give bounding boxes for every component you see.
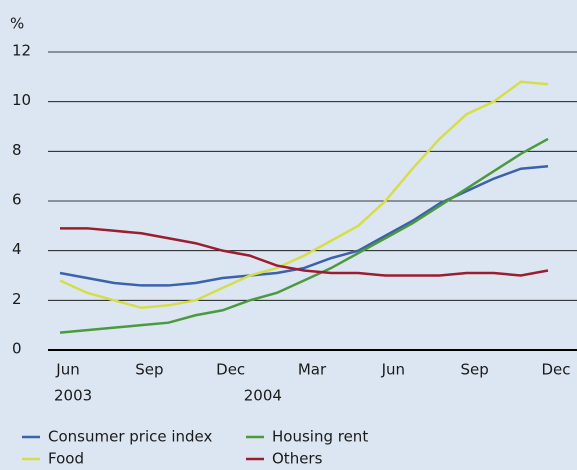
series-line — [59, 137, 549, 334]
x-tick-label: Mar — [298, 361, 327, 379]
x-tick-label: Jun — [381, 361, 405, 379]
y-tick-label: 12 — [12, 42, 31, 60]
y-tick-label: 0 — [12, 340, 22, 358]
x-tick-label: Dec — [216, 361, 245, 379]
y-unit-label: % — [10, 15, 24, 33]
y-tick-label: 10 — [12, 91, 31, 109]
x-tick-label: Jun — [55, 361, 79, 379]
x-year-label: 2004 — [244, 387, 282, 405]
series-line — [60, 227, 549, 277]
y-tick-label: 6 — [12, 191, 22, 209]
series-line — [59, 80, 549, 310]
x-tick-label: Dec — [541, 361, 570, 379]
legend-label: Others — [272, 450, 323, 468]
x-tick-label: Sep — [461, 361, 489, 379]
x-tick-label: Sep — [135, 361, 163, 379]
x-year-label: 2003 — [54, 387, 92, 405]
legend-label: Housing rent — [272, 428, 368, 446]
legend-label: Food — [48, 450, 84, 468]
y-tick-label: 2 — [12, 290, 22, 308]
series-line — [59, 164, 549, 287]
y-tick-label: 4 — [12, 240, 22, 258]
legend-label: Consumer price index — [48, 428, 213, 446]
y-tick-label: 8 — [12, 141, 22, 159]
